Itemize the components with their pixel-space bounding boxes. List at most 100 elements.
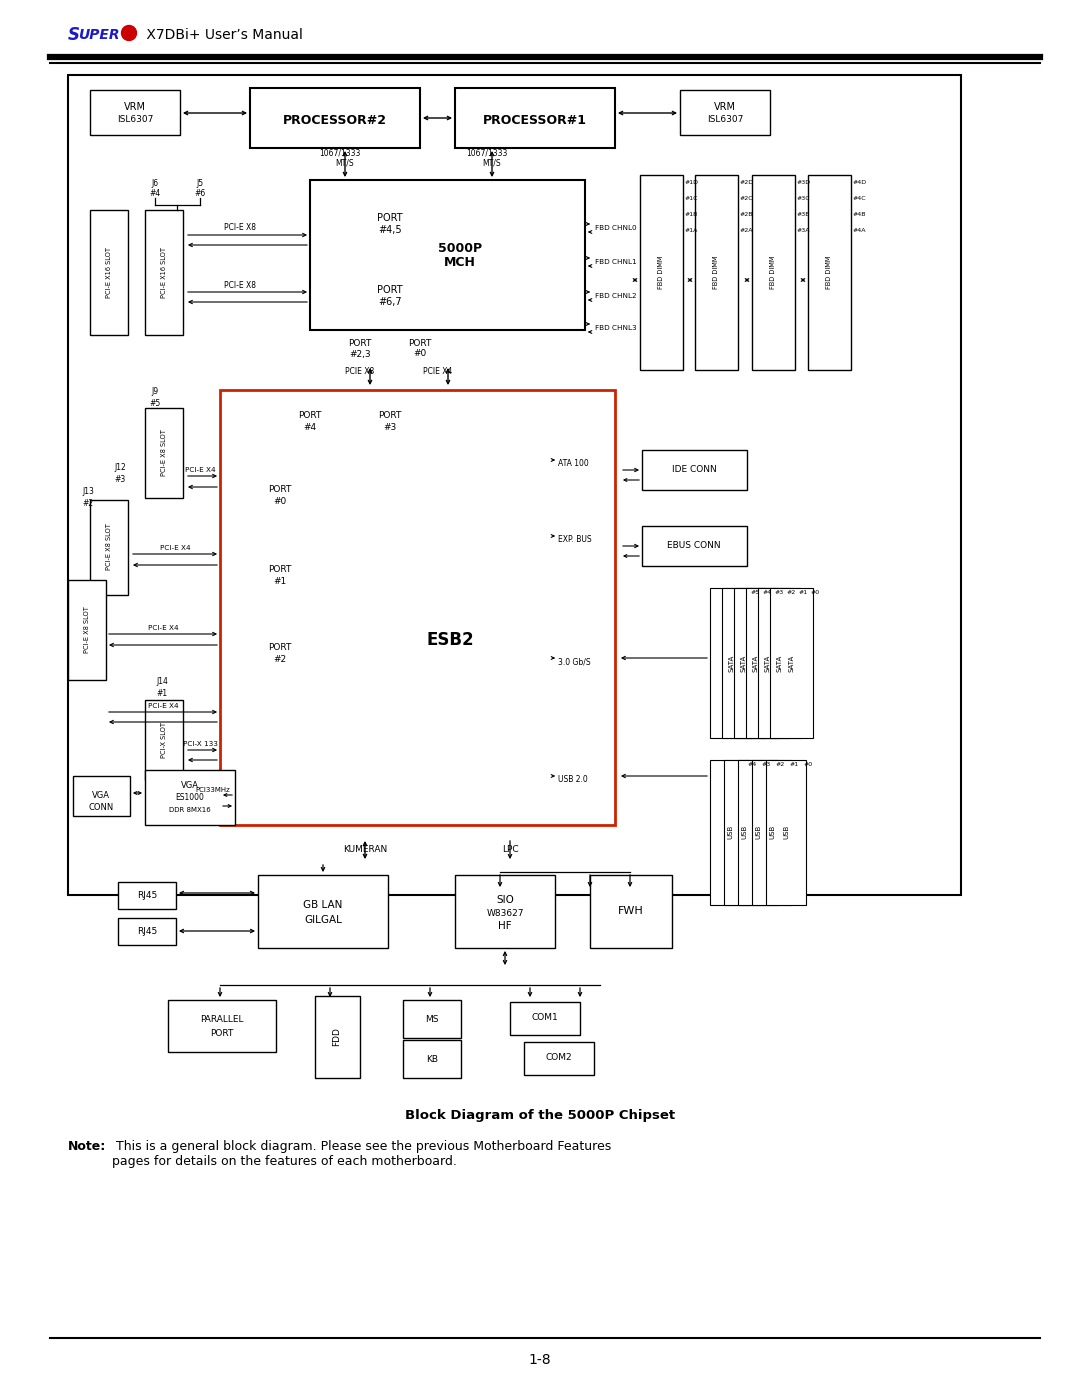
Text: #2D: #2D [740, 179, 754, 184]
Text: FBD CHNL3: FBD CHNL3 [595, 326, 636, 331]
Text: #1B: #1B [685, 211, 699, 217]
Bar [642, 450, 747, 490]
Text: #4D: #4D [853, 179, 867, 184]
Text: #2: #2 [82, 499, 94, 507]
Text: SATA: SATA [764, 654, 770, 672]
Text: #6,7: #6,7 [378, 298, 402, 307]
Text: LPC: LPC [502, 845, 518, 855]
Text: #3: #3 [383, 423, 396, 433]
Text: SATA: SATA [788, 654, 794, 672]
Text: J6: J6 [151, 179, 159, 187]
Bar [90, 210, 129, 335]
Text: USB: USB [741, 824, 747, 840]
Text: FBD CHNL2: FBD CHNL2 [595, 293, 636, 299]
Text: MT/S: MT/S [483, 158, 501, 168]
Text: J12: J12 [114, 464, 126, 472]
Text: ISL6307: ISL6307 [706, 116, 743, 124]
Text: #0: #0 [273, 497, 286, 507]
Text: PCI-E X8: PCI-E X8 [224, 224, 256, 232]
Text: #0: #0 [804, 761, 812, 767]
Text: KB: KB [426, 1055, 438, 1063]
Text: #1D: #1D [685, 179, 699, 184]
Bar [510, 1002, 580, 1035]
Text: #4: #4 [747, 761, 757, 767]
Text: #2,3: #2,3 [349, 349, 370, 359]
Text: #6: #6 [194, 189, 205, 197]
Text: This is a general block diagram. Please see the previous Motherboard Features
pa: This is a general block diagram. Please … [112, 1140, 611, 1168]
Bar [310, 180, 585, 330]
Text: RJ45: RJ45 [137, 926, 157, 936]
Bar [118, 882, 176, 909]
Text: #2: #2 [775, 761, 785, 767]
Bar [145, 770, 235, 826]
Bar [640, 175, 683, 370]
Text: #1A: #1A [685, 228, 699, 232]
Text: SATA: SATA [740, 654, 746, 672]
Text: ESB2: ESB2 [427, 631, 474, 650]
Text: PROCESSOR#1: PROCESSOR#1 [483, 115, 588, 127]
Text: 1067/1333: 1067/1333 [320, 148, 361, 158]
Text: J14: J14 [157, 678, 167, 686]
Text: J9: J9 [151, 387, 159, 397]
Text: 5000P: 5000P [437, 242, 482, 254]
Text: KUMERAN: KUMERAN [342, 845, 387, 855]
Text: FBD DIMM: FBD DIMM [770, 256, 777, 289]
Bar [258, 875, 388, 949]
Text: #4: #4 [149, 189, 161, 197]
Text: FDD: FDD [333, 1028, 341, 1046]
Text: #3C: #3C [797, 196, 811, 201]
Bar [524, 1042, 594, 1076]
Text: J5: J5 [197, 179, 203, 187]
Text: MT/S: MT/S [336, 158, 354, 168]
Text: CONN: CONN [89, 803, 113, 813]
Text: #3: #3 [774, 590, 784, 595]
Text: PORT: PORT [349, 338, 372, 348]
Bar [680, 89, 770, 136]
Text: PORT: PORT [377, 212, 403, 224]
Bar [746, 588, 789, 738]
Text: HF: HF [498, 921, 512, 930]
Text: FWH: FWH [618, 907, 644, 916]
Text: PCI-E X16 SLOT: PCI-E X16 SLOT [161, 246, 167, 298]
Text: #2B: #2B [740, 211, 754, 217]
Text: MS: MS [426, 1014, 438, 1024]
Text: FBD DIMM: FBD DIMM [658, 256, 664, 289]
Text: VGA: VGA [92, 792, 110, 800]
Text: SATA: SATA [752, 654, 758, 672]
Text: #2A: #2A [740, 228, 754, 232]
Text: PROCESSOR#2: PROCESSOR#2 [283, 115, 387, 127]
Bar [642, 527, 747, 566]
Text: PCI-E X4: PCI-E X4 [148, 624, 178, 631]
Bar [752, 760, 792, 905]
Text: USB: USB [783, 824, 789, 840]
Text: PORT: PORT [211, 1030, 233, 1038]
Text: PORT: PORT [378, 412, 402, 420]
Text: PCIE X4: PCIE X4 [423, 367, 453, 377]
Text: 3.0 Gb/S: 3.0 Gb/S [558, 658, 591, 666]
Text: S: S [68, 27, 80, 43]
Text: ATA 100: ATA 100 [558, 460, 589, 468]
Text: PORT: PORT [377, 285, 403, 295]
Text: #4B: #4B [853, 211, 866, 217]
Text: J13: J13 [82, 488, 94, 496]
Text: PORT: PORT [268, 486, 292, 495]
Text: #2C: #2C [740, 196, 754, 201]
Text: #3A: #3A [797, 228, 810, 232]
Text: USB: USB [727, 824, 733, 840]
Text: FBD DIMM: FBD DIMM [826, 256, 832, 289]
Text: VGA: VGA [181, 781, 199, 791]
Bar [315, 996, 360, 1078]
Bar [90, 89, 180, 136]
Text: #4A: #4A [853, 228, 866, 232]
Text: GILGAL: GILGAL [305, 915, 342, 925]
Text: COM2: COM2 [545, 1053, 572, 1063]
Text: USB 2.0: USB 2.0 [558, 775, 588, 785]
Text: GB LAN: GB LAN [303, 900, 342, 909]
Text: #0: #0 [414, 349, 427, 359]
Bar [738, 760, 778, 905]
Text: #4,5: #4,5 [378, 225, 402, 235]
Text: PCI-E X8 SLOT: PCI-E X8 SLOT [84, 606, 90, 654]
Text: FBD CHNL0: FBD CHNL0 [595, 225, 636, 231]
Text: PCI-E X4: PCI-E X4 [148, 703, 178, 710]
Text: PCI-E X16 SLOT: PCI-E X16 SLOT [106, 246, 112, 298]
